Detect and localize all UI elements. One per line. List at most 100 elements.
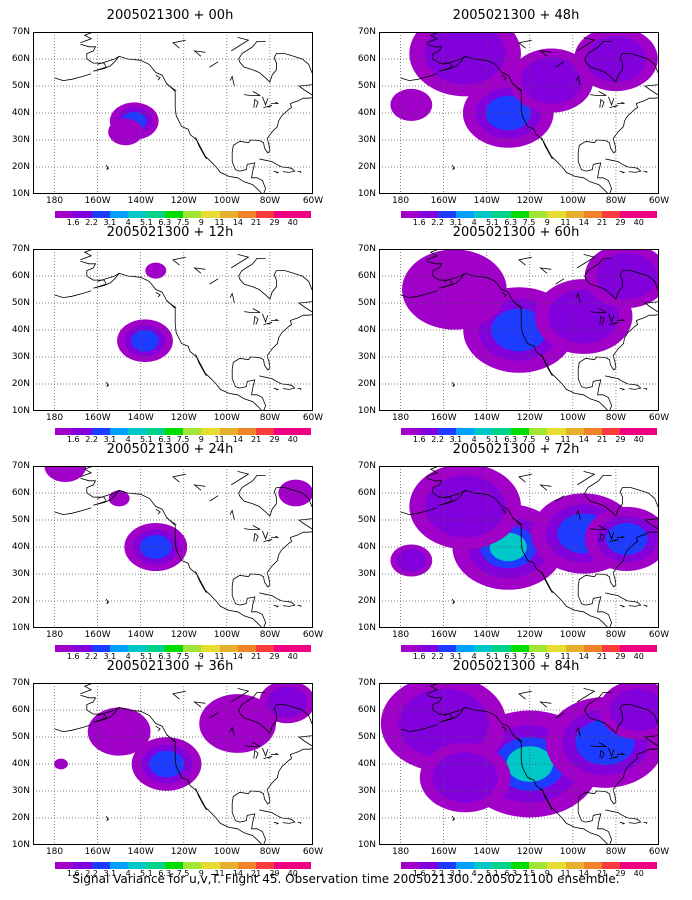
coastline xyxy=(608,313,615,324)
latitude-tick-label: 10N xyxy=(357,623,376,633)
latitude-tick-label: 10N xyxy=(11,406,30,416)
latitude-tick-label: 70N xyxy=(357,27,376,37)
map-svg xyxy=(33,249,313,411)
longitude-tick-label: 120W xyxy=(516,196,543,206)
colorbar xyxy=(55,428,311,435)
colorbar-label: 14 xyxy=(232,218,243,227)
variance-shading xyxy=(44,466,313,572)
colorbar-segment xyxy=(455,428,475,435)
colorbar-segment xyxy=(620,862,639,869)
colorbar-segment xyxy=(274,211,293,218)
colorbar-label: 21 xyxy=(597,218,608,227)
colorbar-segment xyxy=(565,645,584,652)
colorbar-label: 21 xyxy=(251,652,262,661)
colorbar-label: 40 xyxy=(633,435,644,444)
colorbar-segment xyxy=(638,645,657,652)
colorbar-segment xyxy=(164,211,183,218)
coastline xyxy=(451,381,455,388)
coastline xyxy=(512,734,523,742)
latitude-tick-label: 10N xyxy=(357,189,376,199)
coastlines xyxy=(400,683,659,845)
colorbar-segment xyxy=(437,211,456,218)
coastline xyxy=(426,466,441,478)
colorbar-segment xyxy=(164,645,183,652)
coastline xyxy=(608,747,615,758)
variance-shading xyxy=(380,683,659,818)
colorbar-segment xyxy=(292,211,311,218)
coastline xyxy=(273,604,280,608)
graticule xyxy=(379,32,659,194)
coastline xyxy=(443,55,609,194)
colorbar-segment xyxy=(583,862,603,869)
coastline xyxy=(608,530,615,541)
colorbar-label: 1.6 xyxy=(66,435,80,444)
latitude-tick-label: 20N xyxy=(357,813,376,823)
colorbar-segment xyxy=(638,211,657,218)
colorbar-label: 3.1 xyxy=(449,435,463,444)
colorbar-label: 14 xyxy=(232,869,243,878)
coastline xyxy=(297,170,302,173)
coastline xyxy=(229,726,235,738)
longitude-tick-label: 160W xyxy=(430,413,457,423)
coastline xyxy=(619,821,626,825)
latitude-tick-label: 40N xyxy=(357,108,376,118)
coastline xyxy=(231,84,313,194)
variance-contour xyxy=(44,466,87,483)
coastline xyxy=(617,752,625,755)
colorbar-segment xyxy=(256,211,275,218)
map-frame xyxy=(33,32,313,194)
colorbar-segment xyxy=(437,862,456,869)
map-frame xyxy=(379,683,659,845)
latitude-tick-label: 20N xyxy=(357,596,376,606)
coastline xyxy=(575,509,581,521)
map-svg xyxy=(379,249,659,411)
latitude-tick-label: 60N xyxy=(11,488,30,498)
colorbar-label: 11 xyxy=(214,218,225,227)
coastline xyxy=(271,535,279,538)
colorbar-label: 6.3 xyxy=(158,869,172,878)
colorbar-segment xyxy=(256,862,275,869)
coastline xyxy=(105,598,109,605)
panel-title: 2005021300 + 12h xyxy=(106,225,234,240)
colorbar-segment xyxy=(401,211,420,218)
colorbar-segment xyxy=(419,211,438,218)
map-panel-48h: 2005021300 + 48h 70N 60N 50N 40N 30N 20N 10N 18… xyxy=(346,8,686,227)
map-plot xyxy=(379,466,659,628)
coastline xyxy=(259,809,282,819)
colorbar-segment xyxy=(274,862,293,869)
variance-contour xyxy=(145,262,167,279)
longitude-tick-label: 180 xyxy=(391,196,410,206)
latitude-tick-label: 30N xyxy=(357,786,376,796)
coastline xyxy=(231,301,313,411)
coastline xyxy=(575,292,581,304)
longitude-tick-label: 180 xyxy=(391,847,410,857)
colorbar-segment xyxy=(565,862,584,869)
colorbar-segment xyxy=(109,211,129,218)
coastline xyxy=(263,539,273,542)
coastline xyxy=(451,598,455,605)
latitude-tick-label: 50N xyxy=(11,81,30,91)
longitude-tick-label: 160W xyxy=(84,413,111,423)
coastline xyxy=(273,821,280,825)
latitude-tick-label: 70N xyxy=(11,461,30,471)
colorbar-label: 40 xyxy=(287,869,298,878)
colorbar-label: 4 xyxy=(125,869,131,878)
coastline xyxy=(501,508,507,515)
coastline xyxy=(539,267,552,274)
coastline xyxy=(617,535,625,538)
colorbar-segment xyxy=(292,428,311,435)
coastline xyxy=(584,691,612,714)
coastline xyxy=(539,701,552,708)
longitude-tick-label: 160W xyxy=(84,847,111,857)
coastline xyxy=(605,158,628,168)
colorbar-segment xyxy=(128,211,147,218)
latitude-tick-label: 30N xyxy=(11,569,30,579)
coastline xyxy=(172,690,186,700)
colorbar-label: 1.6 xyxy=(412,869,426,878)
longitude-tick-label: 60W xyxy=(648,847,670,857)
longitude-tick-label: 180 xyxy=(45,847,64,857)
coastline xyxy=(512,300,523,308)
colorbar-label: 40 xyxy=(287,218,298,227)
coastline xyxy=(599,532,605,542)
latitude-tick-label: 70N xyxy=(357,244,376,254)
